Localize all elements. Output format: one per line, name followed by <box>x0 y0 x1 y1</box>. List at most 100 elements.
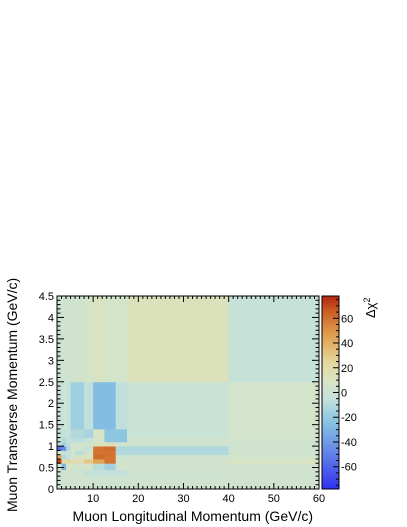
heatmap-cell <box>66 446 71 451</box>
palette-band <box>322 339 339 342</box>
palette-band <box>322 384 339 387</box>
heatmap-cell <box>138 450 230 456</box>
heatmap-cell <box>75 458 85 464</box>
heatmap-cell <box>93 381 105 430</box>
heatmap-cell <box>115 469 128 477</box>
palette-band <box>322 402 339 405</box>
heatmap-cell <box>228 428 320 438</box>
palette-band <box>322 435 339 439</box>
palette-band <box>322 480 339 484</box>
palette-band <box>322 408 339 411</box>
palette-band <box>322 395 339 398</box>
heatmap-cell <box>138 296 230 383</box>
heatmap-cell <box>104 476 117 490</box>
palette-band <box>322 353 339 357</box>
y-tick-label: 1 <box>48 441 54 453</box>
palette-band <box>322 418 339 421</box>
palette-band <box>322 360 339 363</box>
palette-band <box>322 472 339 476</box>
palette-band <box>322 344 339 347</box>
heatmap-cell <box>104 381 117 430</box>
heatmap-cell <box>84 454 94 460</box>
palette-band <box>322 299 339 302</box>
heatmap-cell <box>127 381 139 430</box>
heatmap-cell <box>93 437 105 443</box>
palette-band <box>322 482 339 485</box>
palette-band <box>322 432 339 435</box>
palette-band <box>322 369 339 373</box>
heatmap-cell <box>66 463 71 471</box>
heatmap-cell <box>61 381 67 430</box>
y-tick-label: 2.5 <box>39 377 54 389</box>
palette-band <box>322 313 339 316</box>
palette-band <box>322 485 339 488</box>
heatmap-cell <box>84 469 94 477</box>
heatmap-cell <box>75 450 85 456</box>
heatmap-cell <box>75 463 85 471</box>
palette-band <box>322 371 339 374</box>
palette-band <box>322 326 339 329</box>
heatmap-cell <box>138 381 230 430</box>
palette-band <box>322 296 339 299</box>
heatmap-cell <box>127 469 139 477</box>
heatmap-cell <box>127 437 139 443</box>
heatmap-cell <box>138 454 230 460</box>
palette-band <box>322 448 339 451</box>
y-tick-label: 1.5 <box>39 420 54 432</box>
palette-band <box>322 334 339 337</box>
heatmap-cell <box>127 446 139 451</box>
z-tick-label: 0 <box>341 388 347 400</box>
palette-band <box>322 357 339 360</box>
heatmap-cell <box>138 463 230 471</box>
z-tick-label: 60 <box>341 313 353 325</box>
palette-band <box>322 423 339 426</box>
heatmap-cell <box>70 458 76 464</box>
palette-band <box>322 304 339 307</box>
palette-band <box>322 397 339 400</box>
palette-band <box>322 437 339 440</box>
palette-band <box>322 439 339 442</box>
palette-band <box>322 307 339 310</box>
palette-band <box>322 350 339 353</box>
palette-band <box>322 363 339 366</box>
palette-band <box>322 310 339 313</box>
palette-band <box>322 390 339 393</box>
palette-band <box>322 455 339 458</box>
heatmap-cell <box>70 296 76 383</box>
palette-band <box>322 312 339 315</box>
palette-band <box>322 464 339 467</box>
x-tick-label: 20 <box>132 493 144 505</box>
heatmap-cell <box>93 476 105 490</box>
y-tick-label: 2 <box>48 398 54 410</box>
palette-band <box>322 405 339 408</box>
heatmap-cell <box>93 463 105 471</box>
heatmap-cell <box>228 296 320 383</box>
palette-band <box>322 442 339 445</box>
heatmap-cell <box>93 296 105 383</box>
z-tick-label: 40 <box>341 338 353 350</box>
palette-band <box>322 345 339 348</box>
palette-band <box>322 305 339 308</box>
y-tick-label: 0.5 <box>39 463 54 475</box>
color-palette <box>321 295 340 490</box>
palette-band <box>322 415 339 418</box>
heatmap-cell <box>66 381 71 430</box>
heatmap-cell <box>138 428 230 438</box>
heatmap-cell <box>66 428 71 438</box>
heatmap-cell <box>228 458 320 464</box>
palette-band <box>322 468 339 471</box>
heatmap-cell <box>70 441 76 447</box>
heatmap-cell <box>57 450 62 456</box>
heatmap-cell <box>228 446 320 451</box>
heatmap-cell <box>127 458 139 464</box>
heatmap-cell <box>75 441 85 447</box>
z-tick-label: -40 <box>341 437 357 449</box>
heatmap-cell <box>93 458 105 464</box>
heatmap-cell <box>228 463 320 471</box>
heatmap-cell <box>93 446 105 451</box>
heatmap-cell <box>93 441 105 447</box>
heatmap-cell <box>127 441 139 447</box>
palette-band <box>322 458 339 461</box>
palette-band <box>322 318 339 321</box>
